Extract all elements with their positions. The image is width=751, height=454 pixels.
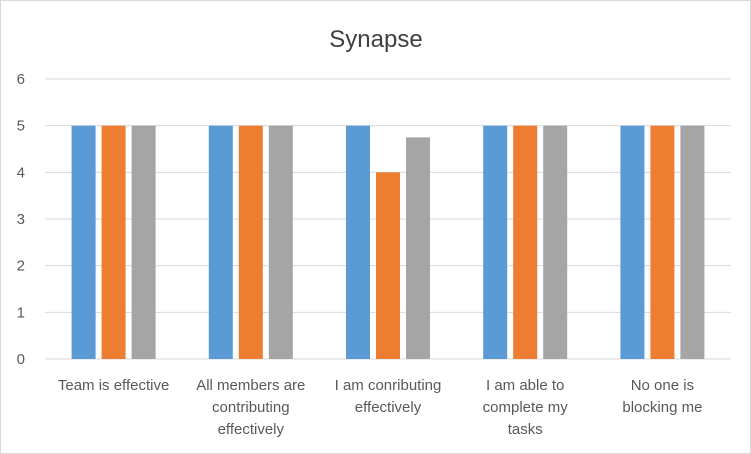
x-category-label-line: blocking me xyxy=(622,399,702,416)
bar-1-series-3 xyxy=(131,125,156,360)
y-axis-ticks: 0 1 2 3 4 5 6 xyxy=(17,71,25,368)
x-category-label-line: complete my xyxy=(483,399,569,416)
x-category-label: Team is effective xyxy=(58,377,169,394)
bar-3-series-1 xyxy=(346,125,370,360)
bar-5-series-3 xyxy=(680,125,705,360)
x-category-label: All members are contributing effectively xyxy=(196,377,305,438)
x-category-label: I am able to complete my tasks xyxy=(483,377,569,438)
bar-3-series-2 xyxy=(376,172,400,359)
bar-2-series-2 xyxy=(238,125,263,360)
bar-1-series-2 xyxy=(101,125,126,360)
y-tick-label: 4 xyxy=(17,164,25,181)
y-tick-label: 5 xyxy=(17,118,25,135)
bar-4-series-1 xyxy=(483,125,508,360)
x-category-label-line: All members are xyxy=(196,377,305,394)
x-category-label-line: No one is xyxy=(631,377,694,394)
y-tick-label: 2 xyxy=(17,258,25,275)
x-category-label: No one is blocking me xyxy=(622,377,702,416)
bar-2-series-3 xyxy=(268,125,293,360)
bar-2-series-1 xyxy=(208,125,233,360)
y-tick-label: 0 xyxy=(17,351,25,368)
x-category-label-line: effectively xyxy=(218,421,285,438)
y-tick-label: 3 xyxy=(17,211,25,228)
x-category-label-line: tasks xyxy=(508,421,543,438)
x-category-label-line: Team is effective xyxy=(58,377,169,394)
chart-title: Synapse xyxy=(329,26,422,53)
bar-4-series-2 xyxy=(513,125,538,360)
x-category-label-line: I am able to xyxy=(486,377,564,394)
bar-1-series-1 xyxy=(71,125,96,360)
bar-5-series-1 xyxy=(620,125,645,360)
x-category-label: I am conributing effectively xyxy=(335,377,442,416)
bar-3-series-3 xyxy=(406,137,430,359)
x-category-label-line: contributing xyxy=(212,399,290,416)
bar-4-series-3 xyxy=(543,125,568,360)
x-axis-labels: Team is effective All members are contribu… xyxy=(58,377,703,438)
y-tick-label: 6 xyxy=(17,71,25,88)
bars xyxy=(71,125,705,360)
y-tick-label: 1 xyxy=(17,304,25,321)
x-category-label-line: I am conributing xyxy=(335,377,442,394)
x-category-label-line: effectively xyxy=(355,399,422,416)
bar-5-series-2 xyxy=(650,125,675,360)
